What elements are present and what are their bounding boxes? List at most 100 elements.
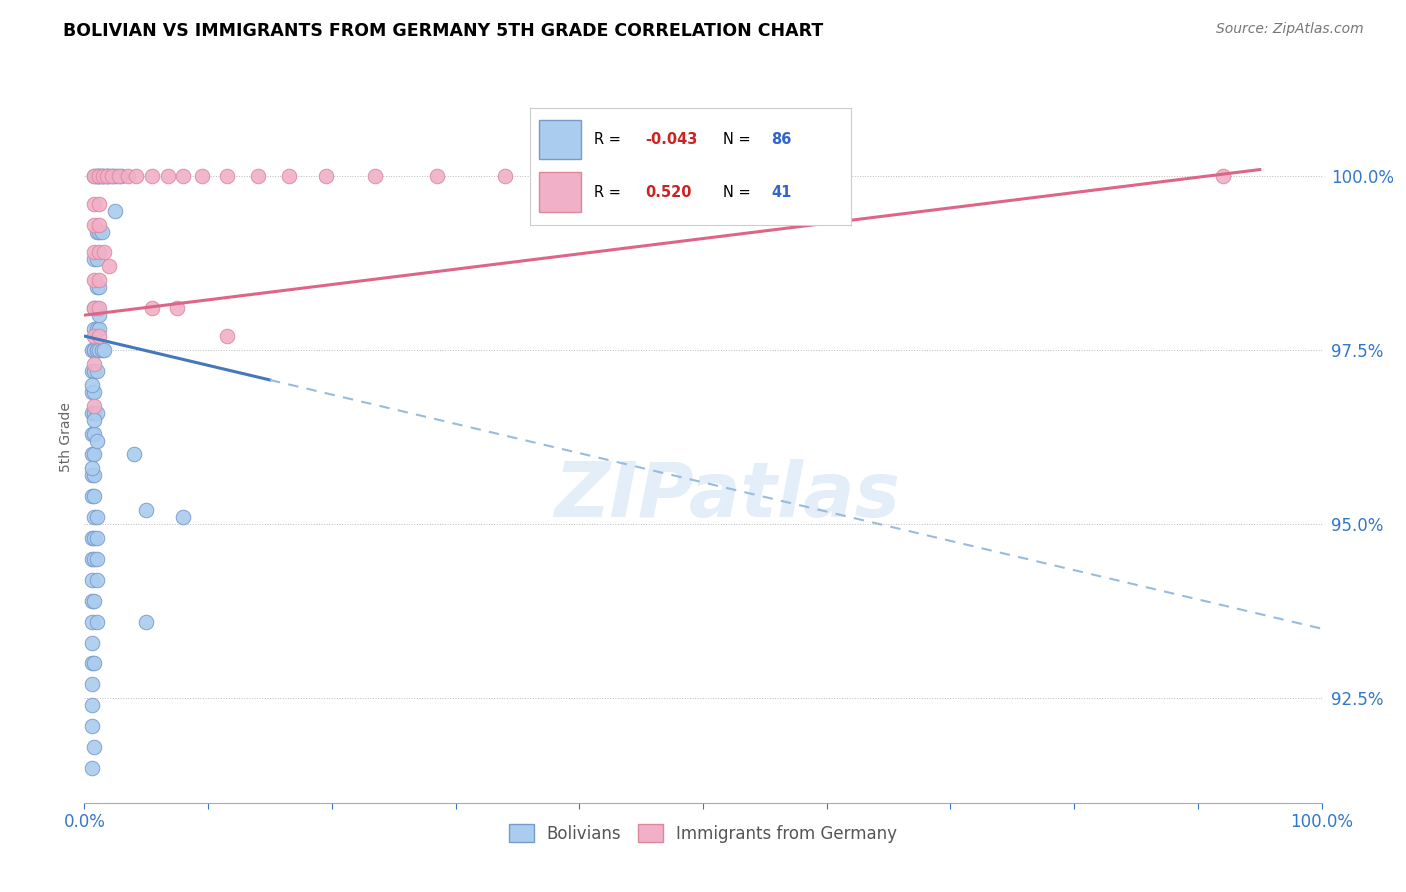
- Point: [86, 225, 108, 239]
- Point: [166, 301, 188, 316]
- Point: [215, 169, 238, 183]
- Point: [83, 552, 105, 566]
- Point: [104, 203, 127, 218]
- Point: [86, 169, 108, 183]
- Point: [80, 573, 103, 587]
- Point: [86, 343, 108, 357]
- Point: [315, 169, 337, 183]
- Point: [86, 280, 108, 294]
- Point: [426, 169, 449, 183]
- Point: [100, 169, 122, 183]
- Point: [135, 615, 157, 629]
- Point: [80, 677, 103, 691]
- Point: [83, 322, 105, 336]
- Point: [86, 301, 108, 316]
- Point: [83, 169, 105, 183]
- Point: [89, 322, 111, 336]
- Point: [364, 169, 387, 183]
- Point: [110, 169, 132, 183]
- Point: [89, 169, 111, 183]
- Point: [83, 364, 105, 378]
- Point: [83, 357, 105, 371]
- Point: [83, 657, 105, 671]
- Point: [86, 406, 108, 420]
- Point: [172, 169, 194, 183]
- Point: [103, 169, 125, 183]
- Point: [93, 343, 115, 357]
- Point: [80, 615, 103, 629]
- Point: [83, 218, 105, 232]
- Point: [89, 245, 111, 260]
- Point: [790, 169, 813, 183]
- Point: [90, 225, 112, 239]
- Point: [83, 169, 105, 183]
- Point: [89, 169, 111, 183]
- Point: [86, 322, 108, 336]
- Point: [80, 426, 103, 441]
- Point: [105, 169, 128, 183]
- Point: [83, 343, 105, 357]
- Text: ZIPatlas: ZIPatlas: [555, 458, 901, 533]
- Point: [108, 169, 131, 183]
- Point: [80, 489, 103, 503]
- Point: [83, 426, 105, 441]
- Point: [83, 245, 105, 260]
- Point: [83, 329, 105, 343]
- Point: [80, 552, 103, 566]
- Point: [157, 169, 180, 183]
- Point: [86, 252, 108, 267]
- Point: [277, 169, 299, 183]
- Point: [89, 169, 111, 183]
- Point: [83, 301, 105, 316]
- Y-axis label: 5th Grade: 5th Grade: [59, 402, 73, 472]
- Point: [80, 364, 103, 378]
- Point: [191, 169, 214, 183]
- Point: [141, 169, 163, 183]
- Point: [83, 510, 105, 524]
- Point: [122, 448, 145, 462]
- Point: [96, 169, 118, 183]
- Point: [141, 301, 163, 316]
- Point: [89, 308, 111, 322]
- Point: [117, 169, 139, 183]
- Point: [246, 169, 269, 183]
- Point: [83, 301, 105, 316]
- Point: [89, 225, 111, 239]
- Point: [172, 510, 194, 524]
- Point: [90, 343, 112, 357]
- Point: [593, 169, 616, 183]
- Point: [86, 573, 108, 587]
- Point: [96, 169, 118, 183]
- Point: [89, 329, 111, 343]
- Point: [80, 719, 103, 733]
- Point: [80, 343, 103, 357]
- Point: [91, 169, 114, 183]
- Point: [90, 169, 112, 183]
- Point: [80, 448, 103, 462]
- Point: [215, 329, 238, 343]
- Point: [83, 740, 105, 755]
- Point: [83, 273, 105, 287]
- Point: [86, 552, 108, 566]
- Point: [83, 468, 105, 483]
- Point: [125, 169, 148, 183]
- Point: [86, 434, 108, 448]
- Point: [80, 377, 103, 392]
- Point: [89, 280, 111, 294]
- Point: [86, 615, 108, 629]
- Point: [80, 761, 103, 775]
- Point: [89, 301, 111, 316]
- Point: [83, 406, 105, 420]
- Point: [100, 169, 122, 183]
- Point: [89, 273, 111, 287]
- Point: [80, 461, 103, 475]
- Point: [89, 343, 111, 357]
- Point: [86, 510, 108, 524]
- Point: [80, 406, 103, 420]
- Point: [83, 343, 105, 357]
- Point: [83, 384, 105, 399]
- Point: [86, 531, 108, 545]
- Point: [96, 169, 118, 183]
- Point: [83, 594, 105, 608]
- Point: [90, 169, 112, 183]
